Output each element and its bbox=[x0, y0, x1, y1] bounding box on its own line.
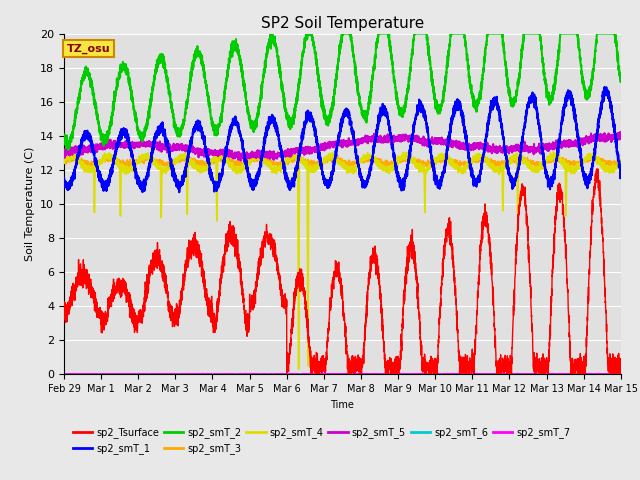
Text: TZ_osu: TZ_osu bbox=[67, 44, 111, 54]
X-axis label: Time: Time bbox=[330, 400, 355, 409]
Legend: sp2_Tsurface, sp2_smT_1, sp2_smT_2, sp2_smT_3, sp2_smT_4, sp2_smT_5, sp2_smT_6, : sp2_Tsurface, sp2_smT_1, sp2_smT_2, sp2_… bbox=[69, 423, 574, 458]
Title: SP2 Soil Temperature: SP2 Soil Temperature bbox=[260, 16, 424, 31]
Y-axis label: Soil Temperature (C): Soil Temperature (C) bbox=[24, 147, 35, 261]
